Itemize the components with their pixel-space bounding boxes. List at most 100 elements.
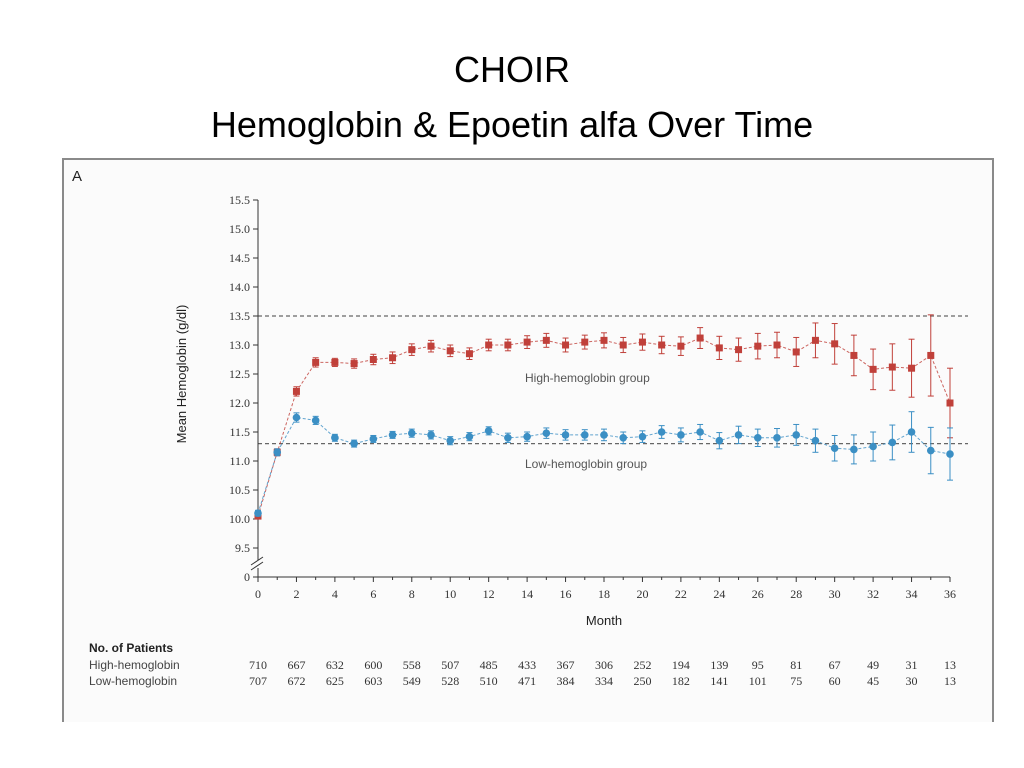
data-point [504, 434, 512, 442]
data-point [869, 442, 877, 451]
data-point [715, 344, 723, 352]
y-tick-label: 15.5 [229, 193, 250, 207]
data-point [331, 358, 339, 366]
y-tick-label: 13.0 [229, 338, 250, 352]
patients-count: 49 [867, 658, 879, 672]
slide-title-line-2: Hemoglobin & Epoetin alfa Over Time [210, 104, 814, 145]
patients-count: 30 [906, 674, 918, 688]
patients-count: 13 [944, 674, 956, 688]
data-point [408, 346, 416, 354]
series-high [254, 314, 954, 520]
patients-count: 194 [672, 658, 690, 672]
data-point [350, 360, 358, 368]
x-tick-label: 20 [636, 587, 648, 601]
data-point [311, 416, 320, 425]
patients-count: 433 [518, 658, 536, 672]
panel-letter: A [72, 168, 83, 185]
data-point [696, 334, 704, 342]
x-tick-label: 10 [444, 587, 456, 601]
y-tick-label: 13.5 [229, 309, 250, 323]
x-tick-label: 28 [790, 587, 802, 601]
x-tick-label: 24 [713, 587, 725, 601]
data-point [734, 431, 743, 439]
patients-count: 625 [326, 674, 344, 688]
x-tick-label: 0 [255, 587, 261, 601]
data-point [619, 341, 627, 349]
data-point [850, 351, 858, 359]
x-tick-label: 34 [906, 587, 918, 601]
patients-count: 667 [287, 658, 305, 672]
data-point [831, 340, 839, 348]
data-point [926, 446, 935, 455]
data-point [542, 336, 550, 344]
patients-count: 367 [557, 658, 575, 672]
data-point [580, 431, 589, 439]
data-point [485, 341, 493, 349]
data-point [369, 356, 377, 363]
data-point [811, 336, 819, 344]
data-point [407, 429, 416, 437]
patients-count: 141 [710, 674, 728, 688]
data-point [312, 358, 320, 366]
data-point [562, 341, 570, 349]
patients-count: 67 [829, 658, 841, 672]
patients-count: 632 [326, 658, 344, 672]
y-tick-label: 12.5 [229, 367, 250, 381]
data-point [696, 428, 704, 436]
y-tick-label: 10.0 [229, 512, 250, 526]
patients-count: 672 [287, 674, 305, 688]
data-point [561, 431, 570, 439]
x-tick-label: 36 [944, 587, 956, 601]
x-tick-label: 6 [370, 587, 376, 601]
patients-count: 81 [790, 658, 802, 672]
y-tick-label: 14.5 [229, 251, 250, 265]
data-point [677, 342, 685, 350]
x-tick-label: 8 [409, 587, 415, 601]
data-point [523, 432, 531, 441]
patients-count: 139 [710, 658, 728, 672]
data-point [273, 448, 282, 457]
data-point [773, 434, 781, 442]
data-point [773, 341, 781, 349]
patients-count: 507 [441, 658, 459, 672]
data-point [446, 347, 454, 355]
data-point [542, 429, 551, 437]
patients-count: 600 [364, 658, 382, 672]
data-point [658, 341, 666, 349]
patients-row-label: High-hemoglobin [89, 658, 180, 672]
data-point [753, 434, 762, 442]
data-point [811, 436, 820, 445]
data-point [389, 354, 397, 362]
x-tick-label: 26 [752, 587, 764, 601]
patients-count: 558 [403, 658, 421, 672]
x-tick-label: 22 [675, 587, 687, 601]
x-tick-label: 14 [521, 587, 533, 601]
y-tick-label: 11.0 [229, 454, 250, 468]
data-point [581, 338, 589, 346]
y-tick-label: 14.0 [229, 280, 250, 294]
data-point [523, 338, 531, 346]
y-tick-label: 11.5 [229, 425, 250, 439]
data-point [888, 363, 896, 371]
data-point [715, 436, 724, 445]
data-point [792, 348, 800, 356]
data-point [465, 350, 473, 358]
data-point [946, 450, 954, 458]
patients-count: 252 [633, 658, 651, 672]
patients-table-heading: No. of Patients [89, 641, 173, 655]
data-point [600, 336, 608, 344]
series-low [254, 411, 954, 517]
patients-count: 95 [752, 658, 764, 672]
data-point [888, 438, 897, 447]
patients-count: 13 [944, 658, 956, 672]
data-point [792, 431, 801, 439]
y-tick-label: 15.0 [229, 222, 250, 236]
patients-count: 334 [595, 674, 613, 688]
patients-count: 710 [249, 658, 267, 672]
data-point [830, 444, 839, 453]
data-point [907, 428, 916, 436]
x-tick-label: 30 [829, 587, 841, 601]
data-point [754, 342, 762, 350]
patients-count: 384 [557, 674, 575, 688]
data-point [869, 365, 877, 373]
